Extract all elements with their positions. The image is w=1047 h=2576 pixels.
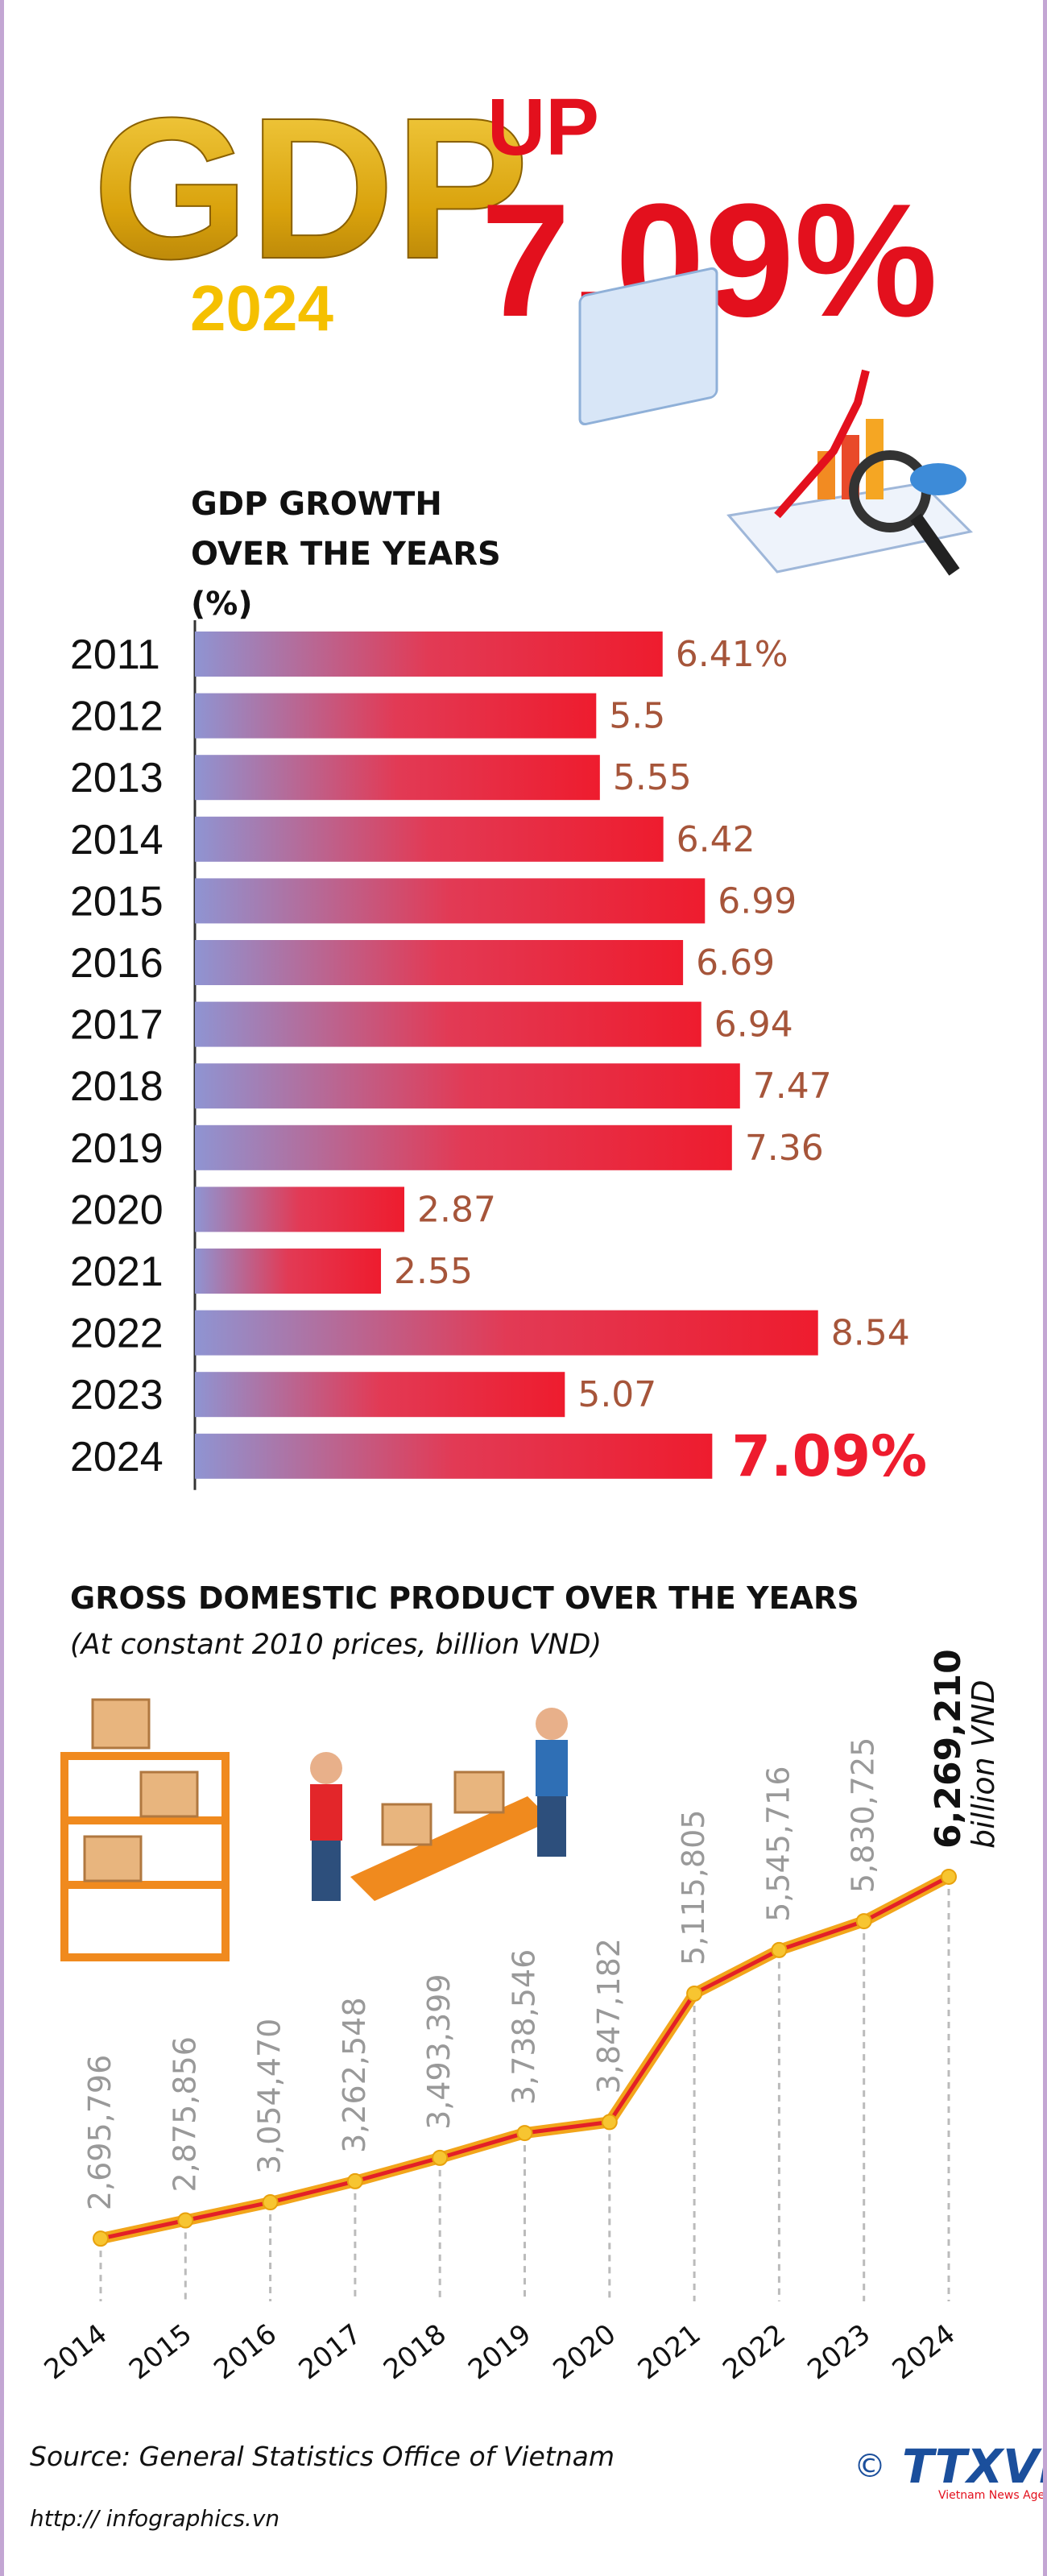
category-label: 2020	[70, 1187, 163, 1233]
line-chart-subtitle: (At constant 2010 prices, billion VND)	[70, 1629, 602, 1661]
value-label: 2,695,796	[82, 2055, 118, 2210]
illustration-warehouse	[60, 1698, 568, 1961]
point	[601, 2114, 618, 2131]
x-tick-label: 2023	[801, 2318, 876, 2387]
value-label: 6.69	[696, 942, 775, 984]
value-label: 5.07	[577, 1374, 656, 1415]
value-label: 2.55	[394, 1251, 473, 1292]
x-tick-label: 2016	[208, 2318, 283, 2387]
logo-subtitle: Vietnam News Agency	[938, 2489, 1043, 2502]
category-label: 2022	[70, 1311, 163, 1357]
value-label: 6.42	[677, 819, 755, 860]
canvas: GDP 2024 UP 7.09% © TTXVN Vietnam News A…	[39, 75, 1043, 2502]
bar-chart-title: GDP GROWTH OVER THE YEARS (%)	[191, 486, 501, 623]
x-tick-label: 2020	[548, 2318, 623, 2387]
value-label: 5,115,805	[676, 1810, 711, 1965]
category-label: 2013	[70, 755, 163, 801]
category-label: 2012	[70, 694, 163, 740]
bar	[195, 1249, 382, 1294]
illustration-charts	[578, 267, 974, 576]
value-label: 3,054,470	[252, 2019, 288, 2174]
value-label: 6,269,210	[928, 1649, 969, 1849]
value-label: 7.09%	[731, 1423, 927, 1489]
x-tick-label: 2017	[293, 2318, 368, 2387]
point	[941, 1868, 957, 1885]
point	[93, 2230, 109, 2247]
source: Source: General Statistics Office of Vie…	[30, 2441, 615, 2472]
bar	[195, 1372, 565, 1418]
value-label: 7.47	[753, 1066, 832, 1107]
value-label: 5.5	[609, 696, 665, 737]
bar	[195, 816, 664, 862]
headline-up: UP	[487, 82, 599, 172]
x-tick-label: 2019	[462, 2318, 537, 2387]
header-title: GDP	[93, 76, 529, 300]
logo-copyright: ©	[854, 2448, 886, 2485]
category-label: 2015	[70, 878, 163, 925]
bar	[195, 1310, 818, 1356]
value-label: 3,738,546	[507, 1949, 542, 2105]
x-tick-label: 2024	[887, 2318, 962, 2387]
value-label: 3,493,399	[421, 1973, 457, 2129]
category-label: 2011	[70, 632, 160, 678]
unit-label: billion VND	[966, 1680, 1001, 1849]
category-label: 2017	[70, 1002, 163, 1049]
point	[432, 2149, 449, 2166]
category-label: 2024	[70, 1434, 163, 1481]
bar	[195, 755, 600, 801]
point	[346, 2172, 363, 2189]
value-label: 8.54	[831, 1313, 910, 1354]
category-label: 2018	[70, 1063, 163, 1110]
value-label: 6.41%	[676, 634, 788, 675]
value-label: 3,262,548	[337, 1997, 372, 2152]
bar	[195, 878, 706, 924]
bar	[195, 632, 663, 677]
value-label: 5,830,725	[846, 1737, 881, 1893]
x-tick-label: 2018	[378, 2318, 453, 2387]
bar	[195, 1187, 405, 1232]
bar	[195, 1124, 732, 1170]
value-label: 2.87	[417, 1189, 496, 1230]
point	[262, 2194, 279, 2211]
category-label: 2019	[70, 1125, 163, 1172]
header-year: 2024	[190, 272, 333, 344]
value-label: 7.36	[745, 1128, 824, 1169]
url: http:// infographics.vn	[30, 2505, 280, 2532]
point	[771, 1941, 788, 1958]
category-label: 2016	[70, 940, 163, 987]
point	[516, 2125, 533, 2142]
value-label: 6.99	[718, 880, 797, 921]
point	[855, 1913, 872, 1930]
x-tick-label: 2014	[39, 2318, 114, 2387]
point	[177, 2212, 194, 2229]
x-tick-label: 2022	[717, 2318, 792, 2387]
bar	[195, 1001, 701, 1047]
category-label: 2021	[70, 1249, 163, 1295]
value-label: 3,847,182	[591, 1938, 627, 2094]
value-label: 5,545,716	[760, 1766, 796, 1921]
point	[686, 1985, 703, 2002]
line-chart-title: GROSS DOMESTIC PRODUCT OVER THE YEARS	[70, 1580, 859, 1616]
value-label: 6.94	[714, 1004, 793, 1046]
bar	[195, 693, 597, 739]
category-label: 2023	[70, 1372, 163, 1418]
value-label: 5.55	[613, 757, 692, 798]
logo: TTXVN	[902, 2439, 1043, 2494]
bar	[195, 1063, 740, 1109]
category-label: 2014	[70, 817, 163, 863]
x-tick-label: 2021	[632, 2318, 707, 2387]
bar	[195, 1433, 713, 1479]
bar	[195, 940, 684, 985]
value-label: 2,875,856	[167, 2036, 202, 2192]
x-tick-label: 2015	[123, 2318, 198, 2387]
